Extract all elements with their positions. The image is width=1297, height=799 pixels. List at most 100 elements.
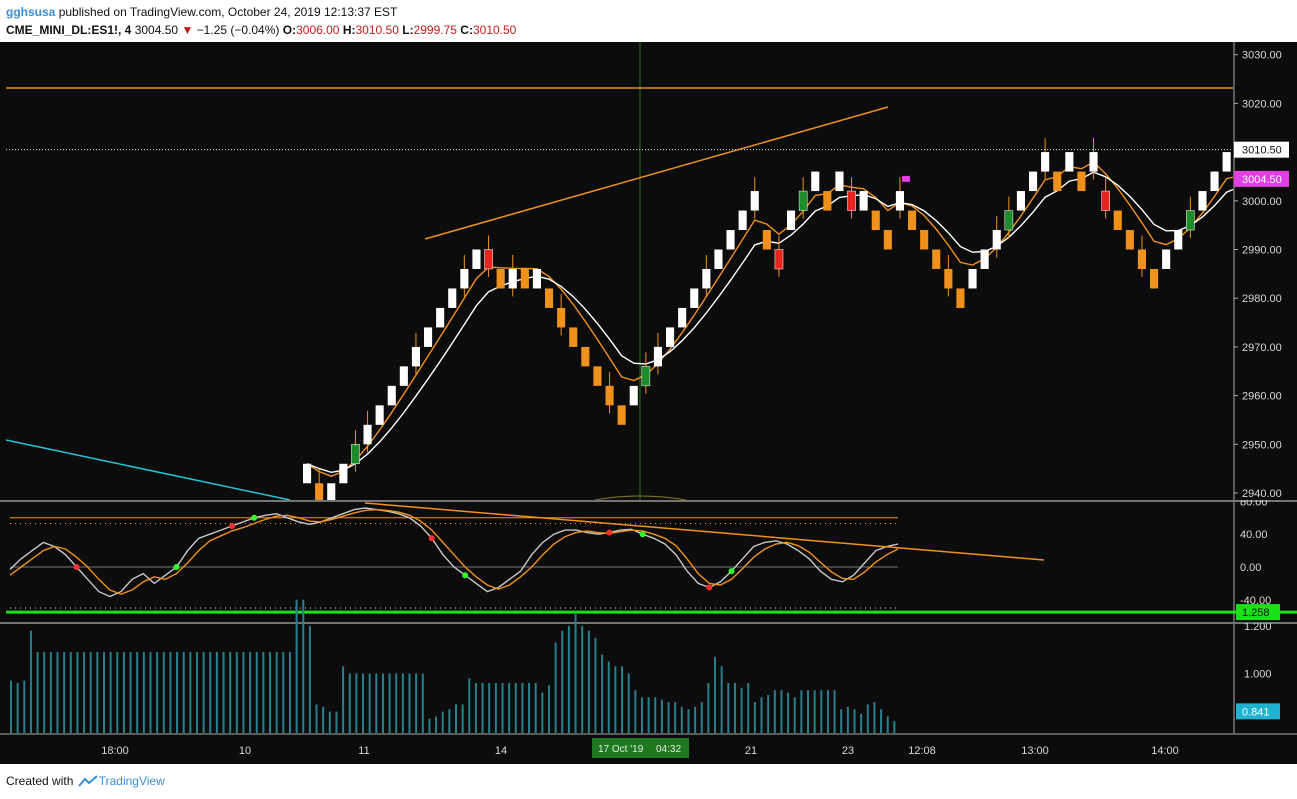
- volume-bar: [720, 666, 723, 733]
- renko-brick: [436, 307, 445, 328]
- volume-bar: [176, 652, 179, 733]
- volume-bar: [189, 652, 192, 733]
- renko-brick: [641, 366, 651, 387]
- volume-bar: [780, 690, 783, 733]
- volume-bar: [421, 673, 424, 733]
- renko-brick: [798, 190, 808, 211]
- time-tick-label: 13:00: [1021, 745, 1049, 757]
- last-price-tag: [1234, 170, 1289, 187]
- publication-info: gghsusa published on TradingView.com, Oc…: [6, 5, 397, 19]
- volume-bar: [601, 654, 604, 733]
- volume-bar: [594, 637, 597, 733]
- volume-bar: [235, 652, 238, 733]
- volume-bar: [109, 652, 112, 733]
- author-name[interactable]: gghsusa: [6, 5, 56, 19]
- price-pane[interactable]: [5, 42, 1255, 511]
- sell-cross-marker: [73, 564, 80, 570]
- volume-bar: [441, 711, 444, 733]
- renko-brick: [1053, 171, 1062, 192]
- volume-bar: [727, 683, 730, 733]
- volume-bar: [36, 652, 39, 733]
- price-change: −1.25 (−0.04%): [196, 23, 280, 37]
- tradingview-logo[interactable]: TradingView: [77, 774, 165, 788]
- renko-brick: [811, 171, 820, 192]
- volume-bar: [880, 709, 883, 733]
- symbol-legend: CME_MINI_DL:ES1!, 4 3004.50 ▼ −1.25 (−0.…: [6, 23, 516, 37]
- renko-brick: [895, 191, 904, 211]
- renko-brick: [847, 190, 856, 211]
- price-axis-background: [1234, 42, 1297, 500]
- time-tick-label: 14:00: [1151, 745, 1179, 757]
- magenta-marker: [902, 175, 910, 182]
- volume-bar: [96, 652, 99, 733]
- renko-brick: [1016, 191, 1025, 211]
- renko-brick: [787, 210, 796, 231]
- volume-bar: [753, 702, 756, 733]
- price-tick-label: 2990.00: [1242, 245, 1282, 257]
- volume-bar: [89, 652, 92, 733]
- volume-bar: [29, 630, 32, 733]
- volume-bar: [102, 652, 105, 733]
- volume-price-tag: [1236, 604, 1280, 621]
- symbol-name: CME_MINI_DL:ES1!, 4: [6, 23, 132, 37]
- volume-bar: [547, 685, 550, 733]
- volume-bar: [647, 697, 650, 733]
- renko-brick: [363, 424, 372, 445]
- volume-bar: [700, 702, 703, 733]
- volume-bar: [567, 625, 570, 733]
- renko-brick: [1150, 268, 1159, 289]
- renko-brick: [653, 346, 662, 367]
- oscillator-fast-line: [9, 507, 899, 598]
- close-value: 3010.50: [472, 23, 517, 37]
- renko-brick: [823, 191, 832, 211]
- crosshair-time-tag: [592, 738, 689, 758]
- volume-bar: [694, 706, 697, 733]
- volume-bar: [388, 673, 391, 733]
- volume-bar: [866, 704, 869, 733]
- price-tick-label: 3000.00: [1242, 196, 1282, 208]
- price-tick-label: 2960.00: [1242, 391, 1282, 403]
- renko-brick: [980, 249, 989, 269]
- volume-bar: [428, 718, 431, 733]
- volume-bar: [813, 690, 816, 733]
- volume-bar: [541, 692, 544, 733]
- volume-bar: [56, 652, 59, 733]
- volume-bar: [288, 652, 291, 733]
- volume-pane[interactable]: 1.200 1.000 1.258 0.841: [0, 599, 1297, 733]
- volume-bar: [840, 709, 843, 733]
- volume-bar: [295, 599, 298, 733]
- renko-brick: [738, 210, 747, 231]
- volume-bar: [581, 625, 584, 733]
- renko-brick: [339, 463, 348, 484]
- renko-brick: [835, 171, 844, 192]
- volume-tick-label: 1.000: [1244, 669, 1272, 681]
- last-price: 3004.50: [134, 23, 179, 37]
- volume-bar: [335, 711, 338, 733]
- renko-brick: [617, 405, 626, 425]
- renko-brick: [871, 210, 880, 231]
- volume-bar: [122, 652, 125, 733]
- renko-brick: [774, 249, 784, 270]
- renko-brick: [1029, 171, 1038, 192]
- open-value: 3006.00: [296, 23, 340, 37]
- volume-bar: [773, 690, 776, 733]
- volume-bar: [76, 652, 79, 733]
- volume-bar: [182, 652, 185, 733]
- renko-brick: [1210, 171, 1219, 192]
- cyan-trend-line: [5, 439, 291, 500]
- oscillator-axis-background: [1234, 502, 1297, 622]
- volume-bar: [408, 673, 411, 733]
- open-label: O:: [282, 23, 297, 37]
- volume-bar: [793, 697, 796, 733]
- volume-bar: [481, 683, 484, 733]
- volume-bar: [660, 699, 663, 733]
- volume-bar: [362, 673, 365, 733]
- renko-brick: [1065, 152, 1074, 172]
- volume-bar: [667, 702, 670, 733]
- volume-bar: [587, 630, 590, 733]
- price-tick-label: 3030.00: [1242, 50, 1282, 62]
- renko-brick: [762, 230, 771, 250]
